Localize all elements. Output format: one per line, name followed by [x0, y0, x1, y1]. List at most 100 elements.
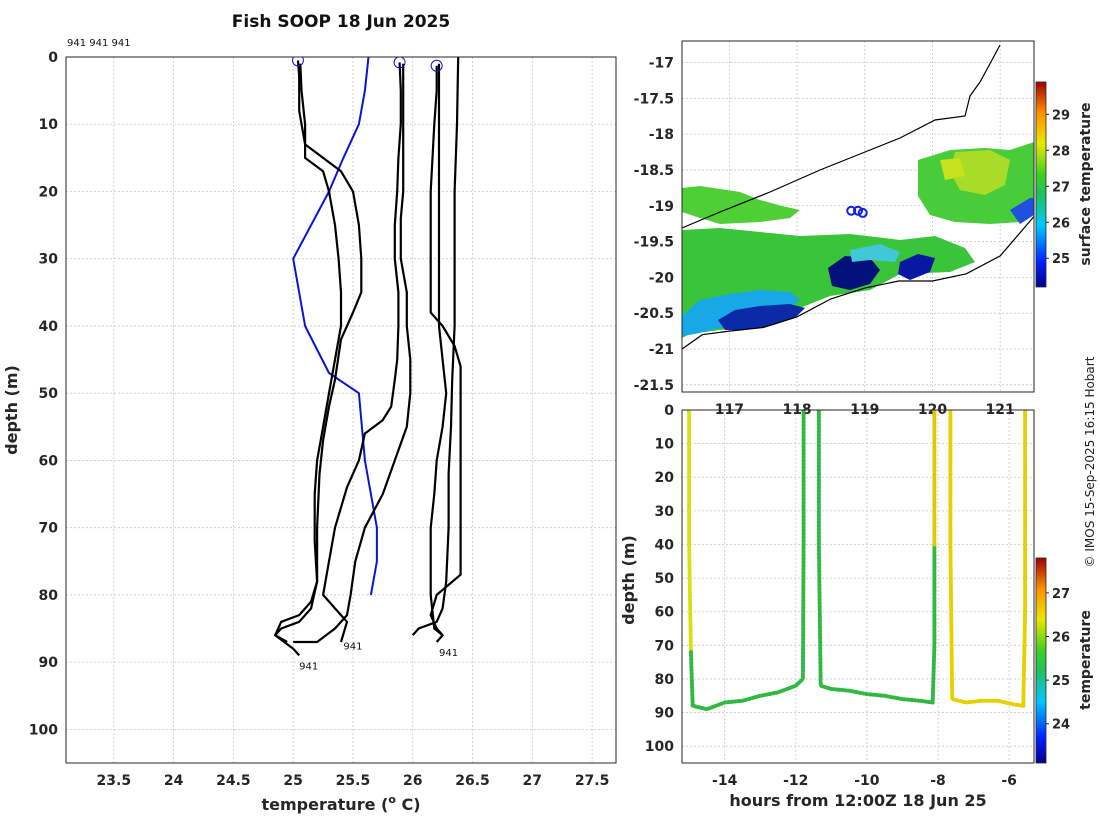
section-x-tick-label: -14	[712, 773, 738, 789]
profile-end-label: 941	[343, 641, 362, 652]
sst-cool-inshore-west	[718, 304, 805, 330]
surface-temperature-map: 117 118 119 120 121-17-17.5-18-18.5-19-19.5-…	[634, 40, 1094, 418]
track-marker	[857, 207, 868, 218]
y-tick-label: 90	[39, 655, 59, 671]
colorbar-tick-label: 29	[1052, 108, 1070, 123]
colorbar-tick-label: 26	[1052, 216, 1070, 231]
map-frame	[681, 40, 1035, 393]
colorbar-tick-label: 28	[1052, 144, 1070, 159]
track-marker	[846, 205, 857, 216]
profile-start-marker	[393, 57, 406, 69]
section-trace	[688, 410, 806, 712]
profile-start-marker	[291, 57, 304, 67]
sst-cyan-mid	[850, 244, 900, 262]
x-tick-label: 24.5	[216, 773, 251, 789]
colorbar-tick-label: 25	[1052, 674, 1070, 689]
section-colorbar	[1035, 557, 1047, 764]
track-markers	[846, 205, 868, 218]
section-y-tick-label: 10	[655, 437, 675, 453]
y-tick-label: 60	[39, 453, 59, 469]
profile-start-marker	[430, 59, 443, 72]
map-ticks: 117 118 119 120 121-17-17.5-18-18.5-19-19.5-…	[634, 55, 1015, 418]
watermark: © IMOS 15-Sep-2025 16:15 Hobart	[1083, 356, 1097, 567]
profile-lines: 941 941 941	[274, 57, 462, 673]
sst-band-north	[682, 186, 800, 224]
profile-line	[429, 65, 462, 636]
colorbar-tick-label: 26	[1052, 631, 1070, 646]
map-colorbar-ticks: 25 26 27 28 29	[1046, 108, 1070, 267]
profile-end-label: 941	[439, 648, 458, 659]
map-y-tick-label: -17.5	[634, 91, 674, 107]
section-y-tick-label: 90	[655, 706, 675, 722]
x-tick-label: 27.5	[575, 773, 610, 789]
section-x-tick-label: -10	[854, 773, 880, 789]
coastline-north	[682, 44, 1001, 229]
colorbar-tick-label: 27	[1052, 587, 1070, 602]
colorbar-tick-label: 25	[1052, 252, 1070, 267]
y-tick-label: 50	[39, 386, 59, 402]
map-y-tick-label: -17	[649, 55, 674, 71]
map-y-tick-label: -19.5	[634, 235, 674, 251]
section-y-label: depth (m)	[619, 535, 638, 625]
sst-patch-east-warm	[950, 150, 1010, 195]
section-y-tick-label: 40	[655, 537, 675, 553]
section-points	[687, 410, 1028, 712]
x-label-superscript: o	[388, 793, 396, 806]
climatology-line	[292, 57, 378, 596]
y-tick-label: 100	[29, 722, 58, 738]
y-tick-label: 30	[39, 252, 59, 268]
section-y-tick-label: 0	[664, 403, 674, 419]
track-marker	[853, 205, 863, 216]
profile-x-label: temperature (o C)	[261, 793, 420, 814]
sst-cool-edge-east	[1010, 198, 1034, 224]
map-y-tick-label: -21	[649, 342, 674, 358]
map-colorbar-label: surface temperature	[1078, 102, 1094, 265]
section-x-label: hours from 12:00Z 18 Jun 25	[729, 791, 986, 810]
x-tick-label: 26.5	[455, 773, 490, 789]
profile-line	[274, 63, 343, 657]
profile-line	[322, 62, 402, 643]
y-tick-label: 10	[39, 117, 59, 133]
section-y-tick-label: 100	[645, 739, 674, 755]
section-y-tick-label: 20	[655, 470, 675, 486]
profile-end-label: 941	[299, 662, 318, 673]
map-y-tick-label: -20	[649, 270, 675, 286]
coastline	[682, 216, 1034, 350]
section-ticks: -14 -12 -10 -8 -6 0 10 20 30 40 50 60 70 80 90 100	[645, 403, 1017, 789]
temperature-section: -14 -12 -10 -8 -6 0 10 20 30 40 50 60 70 80 90 100 24 25…	[645, 403, 1094, 789]
x-tick-label: 25.5	[336, 773, 371, 789]
section-colorbar-ticks: 24 25 26 27	[1046, 587, 1070, 733]
map-y-tick-label: -18.5	[634, 163, 674, 179]
y-tick-label: 20	[39, 184, 59, 200]
section-trace	[816, 410, 937, 705]
x-label-main: temperature (	[261, 795, 388, 814]
section-trace	[687, 410, 693, 655]
profile-line	[274, 60, 363, 643]
section-y-tick-label: 80	[655, 672, 675, 688]
map-colorbar	[1035, 81, 1047, 288]
y-tick-label: 70	[39, 521, 59, 537]
sst-cool-inshore-mid	[828, 256, 880, 290]
profile-plot: 941 941 941 23.5 24 24.5 25 25.5 26 26.5 27 27.5 0 1…	[29, 50, 617, 789]
profile-ticks: 23.5 24 24.5 25 25.5 26 26.5 27 27.5 0 10 20 30 40 50 6…	[29, 50, 610, 789]
colorbar-tick-label: 24	[1052, 718, 1070, 733]
header-ids: 941 941 941	[67, 38, 131, 49]
x-tick-label: 26	[403, 773, 422, 789]
map-y-tick-label: -21.5	[634, 378, 674, 394]
section-colorbar-label: temperature	[1078, 610, 1094, 710]
chart-title: Fish SOOP 18 Jun 2025	[232, 12, 450, 32]
y-tick-label: 40	[39, 319, 59, 335]
profile-grid	[66, 56, 616, 763]
profile-line	[411, 57, 460, 636]
profile-plot-frame	[65, 56, 617, 764]
section-grid	[682, 409, 1034, 763]
sst-patch-warm2	[940, 158, 965, 180]
sst-cool-inshore-east	[898, 254, 935, 280]
section-y-tick-label: 60	[655, 605, 675, 621]
map-y-tick-label: -19	[649, 199, 674, 215]
y-tick-label: 80	[39, 588, 59, 604]
x-tick-label: 25	[283, 773, 302, 789]
section-y-tick-label: 30	[655, 504, 675, 520]
section-frame	[681, 409, 1035, 764]
